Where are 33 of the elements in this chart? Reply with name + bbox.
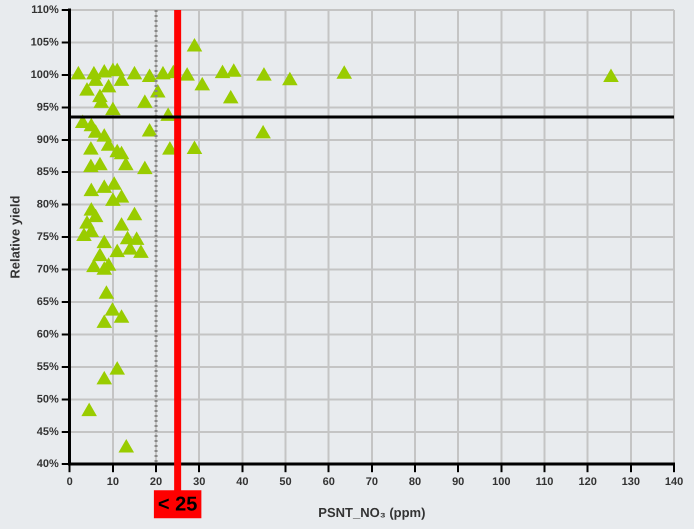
y-tick-label: 90% xyxy=(36,134,59,146)
x-tick-label: 110 xyxy=(536,476,554,488)
x-axis-title: PSNT_NO₃ (ppm) xyxy=(318,504,426,520)
y-tick-label: 50% xyxy=(36,393,59,406)
x-tick-label: 90 xyxy=(452,476,464,488)
x-tick-label: 120 xyxy=(578,476,597,488)
x-tick-label: 70 xyxy=(366,476,378,488)
y-tick-label: 55% xyxy=(36,360,59,373)
y-tick-label: 40% xyxy=(36,458,59,470)
y-tick-label: 85% xyxy=(36,166,59,178)
x-tick-label: 60 xyxy=(322,476,335,488)
x-tick-label: 50 xyxy=(279,476,292,488)
y-tick-label: 60% xyxy=(36,328,59,340)
x-tick-label: 0 xyxy=(66,476,73,488)
x-tick-label: 140 xyxy=(664,476,684,488)
y-tick-label: 70% xyxy=(36,264,59,276)
y-tick-label: 80% xyxy=(36,198,59,211)
ref-line-label: < 25 xyxy=(158,494,198,516)
y-tick-label: 105% xyxy=(30,36,59,48)
x-tick-label: 130 xyxy=(622,476,640,488)
x-tick-label: 40 xyxy=(236,476,249,488)
y-tick-label: 65% xyxy=(36,296,59,308)
x-tick-label: 30 xyxy=(193,476,206,488)
y-tick-label: 45% xyxy=(36,426,59,438)
y-tick-label: 75% xyxy=(36,231,59,244)
x-tick-label: 100 xyxy=(492,476,511,488)
x-tick-label: 10 xyxy=(106,476,120,488)
y-tick-label: 100% xyxy=(30,68,59,81)
y-axis-title: Relative yield xyxy=(7,196,22,279)
x-tick-label: 20 xyxy=(150,476,162,488)
y-tick-label: 110% xyxy=(31,4,59,16)
y-tick-label: 95% xyxy=(36,101,59,114)
x-tick-label: 80 xyxy=(408,476,422,488)
